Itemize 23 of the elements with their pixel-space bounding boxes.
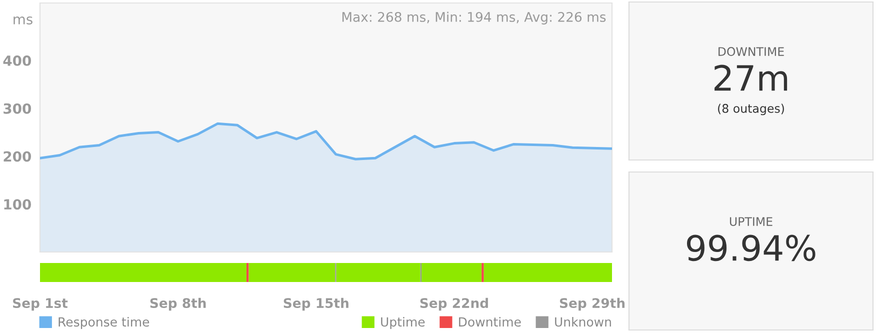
- x-tick-label: Sep 29th: [560, 298, 625, 311]
- bar: [246, 263, 249, 282]
- text: 27m: [714, 64, 788, 91]
- text: (8 outages): [718, 104, 784, 116]
- y-tick-label: 300: [4, 103, 32, 114]
- bar: [40, 263, 246, 282]
- x-tick-label: Sep 15th: [284, 298, 348, 311]
- annotation: Max: 268 ms, Min: 194 ms, Avg: 226 ms: [342, 12, 606, 24]
- bar: [484, 263, 612, 282]
- text: 99.94%: [686, 234, 816, 262]
- text: UPTIME: [730, 217, 772, 226]
- legend-label: Downtime: [459, 316, 521, 327]
- x-tick-label: Sep 22nd: [420, 298, 488, 311]
- y-tick-label: 200: [4, 151, 32, 162]
- legend-label: Unknown: [555, 316, 611, 327]
- y-axis-title: ms: [14, 16, 32, 24]
- legend-label: Uptime: [381, 316, 425, 330]
- text: DOWNTIME: [718, 47, 784, 56]
- y-tick-label: 400: [3, 55, 32, 66]
- x-tick-label: Sep 8th: [150, 298, 206, 311]
- legend-label: Response time: [58, 316, 150, 330]
- x-tick-label: Sep 1st: [13, 298, 68, 311]
- y-tick-label: 100: [4, 199, 32, 210]
